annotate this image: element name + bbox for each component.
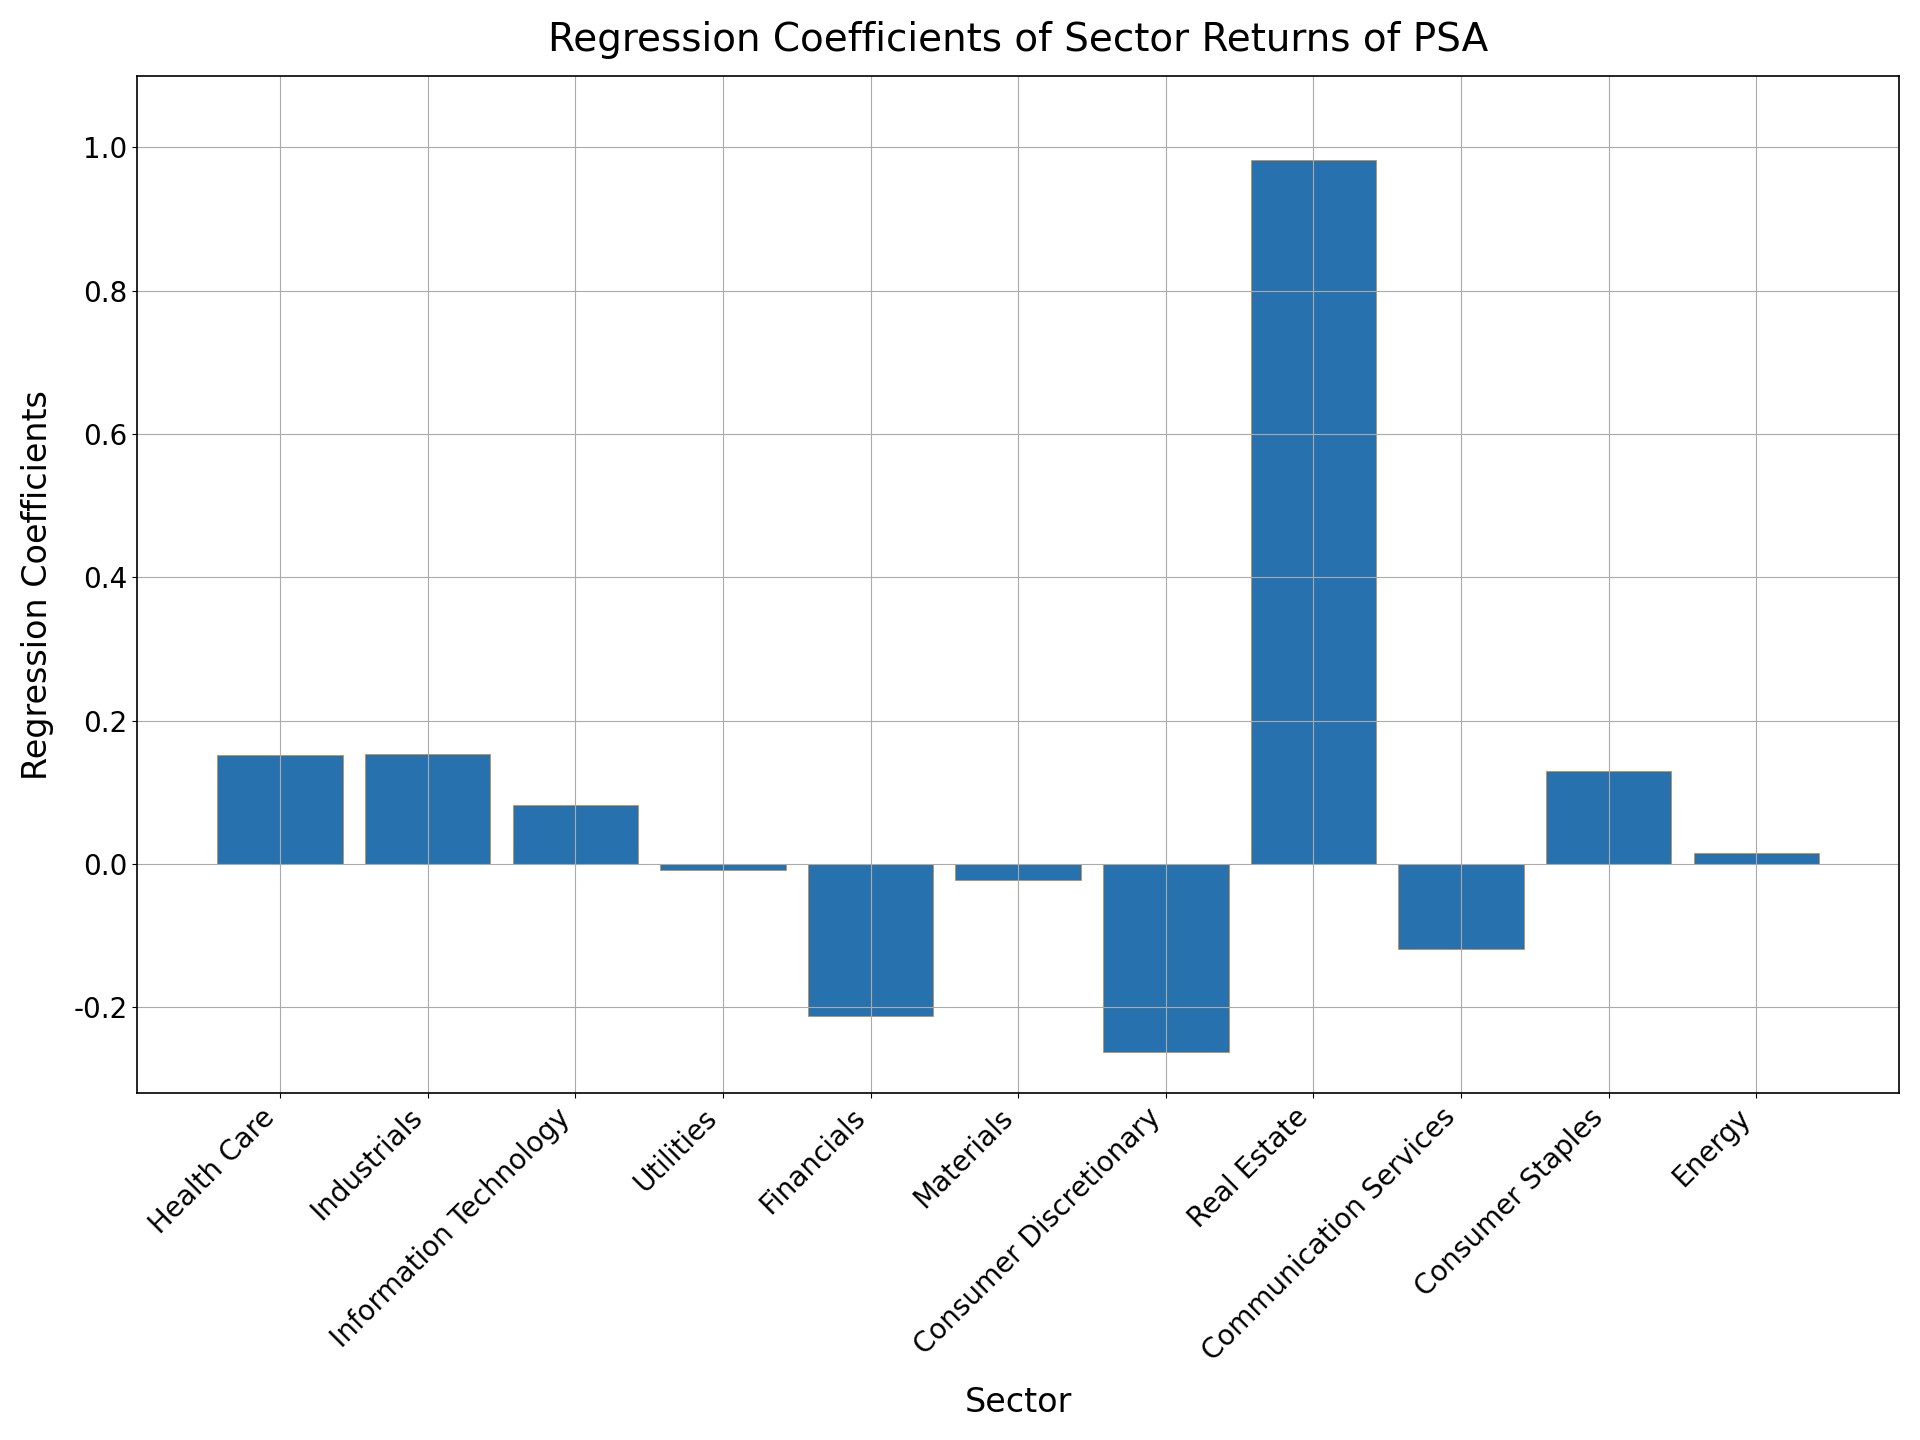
Bar <box>808 864 933 1017</box>
Bar <box>956 864 1081 880</box>
Bar <box>365 755 490 864</box>
Bar <box>660 864 785 870</box>
X-axis label: Sector: Sector <box>964 1387 1071 1420</box>
Title: Regression Coefficients of Sector Returns of PSA: Regression Coefficients of Sector Return… <box>547 20 1488 59</box>
Bar <box>1693 852 1818 864</box>
Bar <box>1104 864 1229 1051</box>
Y-axis label: Regression Coefficients: Regression Coefficients <box>21 390 54 779</box>
Bar <box>1546 770 1672 864</box>
Bar <box>217 755 344 864</box>
Bar <box>1250 160 1377 864</box>
Bar <box>1398 864 1524 949</box>
Bar <box>513 805 637 864</box>
